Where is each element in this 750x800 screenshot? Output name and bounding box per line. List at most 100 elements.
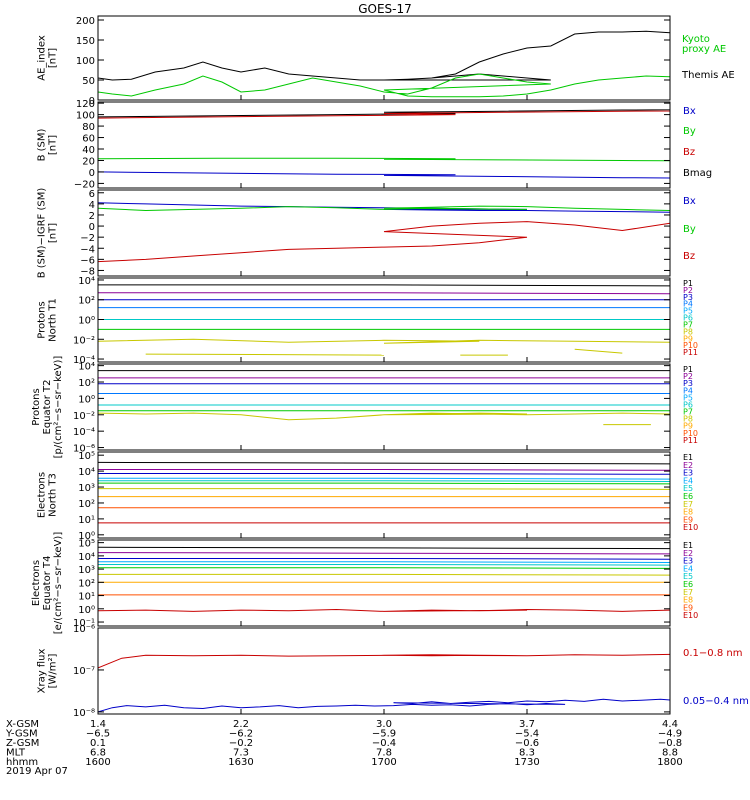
y-tick-label: 10⁻¹ xyxy=(73,618,95,629)
series-line xyxy=(98,473,670,475)
series-line xyxy=(98,461,670,465)
x-axis-value: 2.2 xyxy=(233,719,249,730)
y-axis-label: [e/(cm²−s−sr−keV)] xyxy=(53,532,64,635)
legend-entry: E3 xyxy=(683,557,693,566)
panel-protons_t1: 10⁻⁴ 10⁻² 10⁰ 10² 10⁴ Protons North T1 P1P2P3P4… xyxy=(37,276,699,366)
y-tick-label: 150 xyxy=(76,36,95,47)
legend-entry: E5 xyxy=(683,484,693,493)
y-axis-label: Electrons xyxy=(37,472,48,518)
x-axis-row-label: Z-GSM xyxy=(6,738,39,749)
y-axis-label: North T3 xyxy=(48,473,59,517)
y-tick-label: 10⁵ xyxy=(78,539,95,550)
y-axis-label: [p/(cm²−s−sr−keV)] xyxy=(53,356,64,459)
legend-entry: Bmag xyxy=(683,168,712,179)
y-tick-label: 10⁻⁶ xyxy=(73,444,95,455)
y-tick-label: 60 xyxy=(82,134,95,145)
legend-entry: By xyxy=(683,224,696,235)
figure-title: GOES-17 xyxy=(358,2,412,16)
legend-entry: P5 xyxy=(683,307,693,316)
y-tick-label: 10¹ xyxy=(78,515,95,526)
legend-entry: P4 xyxy=(683,386,693,395)
panel-frame xyxy=(97,15,671,101)
y-tick-label: 200 xyxy=(76,16,95,27)
series-line xyxy=(98,573,670,576)
series-line xyxy=(98,338,670,344)
legend-entry: P5 xyxy=(683,393,693,402)
y-tick-label: 10⁴ xyxy=(78,552,95,563)
legend-entry: P9 xyxy=(683,422,693,431)
legend-entry: E8 xyxy=(683,596,693,605)
series-line xyxy=(98,558,670,560)
series-line xyxy=(98,552,670,555)
x-axis-value: −0.8 xyxy=(658,738,682,749)
legend-entry: 0.05−0.4 nm xyxy=(683,696,749,707)
x-axis-value: 1730 xyxy=(514,757,539,768)
series-group xyxy=(98,461,670,524)
series-line xyxy=(98,205,670,213)
y-axis-label: AE_index xyxy=(37,35,48,81)
y-tick-label: 10⁴ xyxy=(78,467,95,478)
panel-protons_t2: 10⁻⁶ 10⁻⁴ 10⁻² 10⁰ 10² 10⁴ Protons Equator T2 [p… xyxy=(31,356,698,459)
y-tick-label: 40 xyxy=(82,145,95,156)
legend-entry: E9 xyxy=(683,603,693,612)
series-group xyxy=(98,653,670,713)
legend-entry: E7 xyxy=(683,588,693,597)
x-axis-value: 1.4 xyxy=(90,719,106,730)
series-line xyxy=(98,546,670,550)
x-axis-value: 3.7 xyxy=(519,719,535,730)
y-tick-label: 10⁴ xyxy=(78,362,95,373)
series-line xyxy=(98,171,670,179)
legend-entry: P8 xyxy=(683,415,693,424)
y-axis-label: [nT] xyxy=(48,223,59,243)
legend-entry: E3 xyxy=(683,469,693,478)
series-line xyxy=(98,488,670,490)
legend-entry: E4 xyxy=(683,564,693,573)
y-axis-label: Electrons xyxy=(31,560,42,606)
legend-entry: P3 xyxy=(683,379,693,388)
legend-entry: Bx xyxy=(683,196,696,207)
y-tick-label: 50 xyxy=(82,76,95,87)
legend-entry: E9 xyxy=(683,515,693,524)
legend-entry: P11 xyxy=(683,348,698,357)
y-tick-label: −4 xyxy=(80,244,95,255)
y-axis-label: [W/m²] xyxy=(48,653,59,688)
legend-entry: P2 xyxy=(683,286,693,295)
legend-entry: Themis AE xyxy=(681,70,735,81)
series-line xyxy=(98,412,670,421)
y-tick-label: −2 xyxy=(80,233,95,244)
series-line xyxy=(145,353,385,356)
x-axis-value: −0.6 xyxy=(515,738,539,749)
legend-entry: P6 xyxy=(683,400,693,409)
legend-entry: E1 xyxy=(683,453,693,462)
y-tick-label: 10⁻⁶ xyxy=(73,624,95,635)
series-line xyxy=(98,567,670,569)
x-axis-value: 8.8 xyxy=(662,748,678,759)
series-line xyxy=(98,482,670,485)
y-tick-label: 10³ xyxy=(78,565,95,576)
y-axis-label: B (SM)−IGRF (SM) xyxy=(37,188,48,279)
y-tick-label: 0 xyxy=(89,168,95,179)
series-line xyxy=(98,284,670,287)
legend-entry: E7 xyxy=(683,500,693,509)
legend-entry: By xyxy=(683,126,696,137)
legend-entry: P4 xyxy=(683,300,693,309)
legend-entry: P9 xyxy=(683,334,693,343)
y-axis-label: [nT] xyxy=(48,135,59,155)
y-tick-label: 10² xyxy=(78,578,95,589)
y-tick-label: 0 xyxy=(89,222,95,233)
panel-frame xyxy=(97,451,671,539)
series-line xyxy=(98,202,670,263)
panel-xray: 10⁻⁸ 10⁻⁷ 10⁻⁶ Xray flux [W/m²] 0.1−0.8 nm 0.0… xyxy=(37,624,749,719)
series-line xyxy=(98,292,670,295)
y-tick-label: 10⁻⁸ xyxy=(73,708,95,719)
x-axis-row-label: MLT xyxy=(6,748,26,759)
legend-entry: E6 xyxy=(683,580,693,589)
x-axis-value: −0.4 xyxy=(372,738,396,749)
legend-entry: P2 xyxy=(683,372,693,381)
x-axis-value: −6.2 xyxy=(229,729,253,740)
legend-entry: E1 xyxy=(683,541,693,550)
series-line xyxy=(98,480,670,482)
